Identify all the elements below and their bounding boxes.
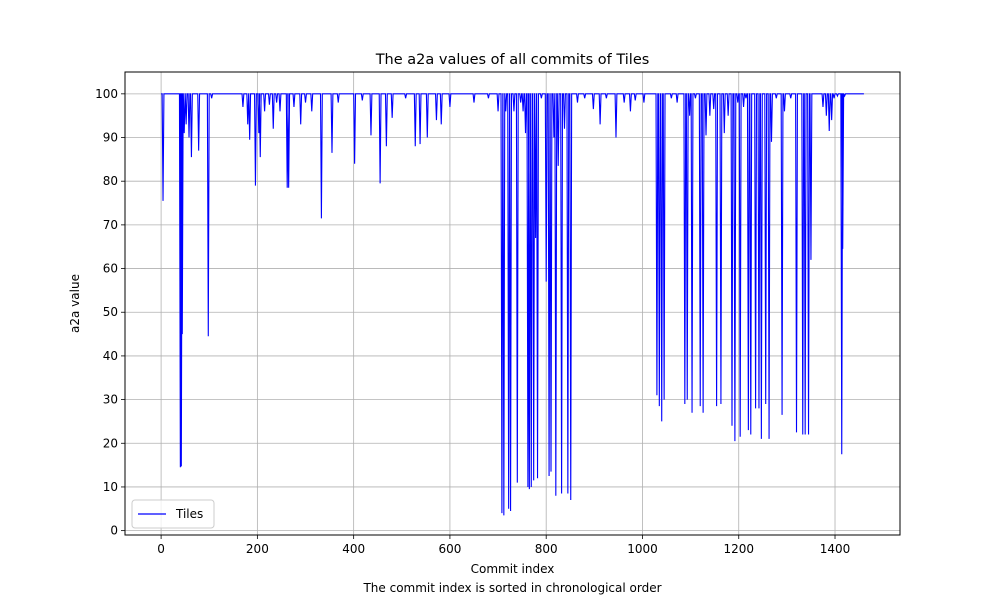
x-axis-label: Commit index <box>471 562 555 576</box>
y-tick-label: 60 <box>103 262 118 276</box>
x-tick-label: 1200 <box>723 542 754 556</box>
y-tick-label: 40 <box>103 349 118 363</box>
x-tick-label: 0 <box>157 542 165 556</box>
y-tick-label: 10 <box>103 480 118 494</box>
y-tick-label: 20 <box>103 436 118 450</box>
series-layer <box>161 93 864 516</box>
x-tick-label: 1000 <box>627 542 658 556</box>
y-tick-label: 30 <box>103 393 118 407</box>
x-axis-note: The commit index is sorted in chronologi… <box>362 581 661 595</box>
grid <box>125 72 900 535</box>
x-tick-label: 400 <box>342 542 365 556</box>
series-line-tiles <box>161 93 864 516</box>
legend-label-tiles: Tiles <box>175 507 203 521</box>
legend-box <box>131 499 215 529</box>
plot-frame <box>124 71 901 536</box>
y-tick-label: 100 <box>95 87 118 101</box>
y-tick-label: 80 <box>103 174 118 188</box>
x-tick-label: 800 <box>535 542 558 556</box>
y-tick-label: 70 <box>103 218 118 232</box>
x-tick-label: 600 <box>438 542 461 556</box>
y-axis-label: a2a value <box>68 274 82 333</box>
legend: Tiles <box>131 499 215 529</box>
x-axis: 0 200 400 600 800 1000 1200 1400 <box>157 535 850 556</box>
chart-title: The a2a values of all commits of Tiles <box>375 52 650 68</box>
x-tick-label: 1400 <box>820 542 851 556</box>
y-tick-label: 50 <box>103 305 118 319</box>
y-tick-label: 90 <box>103 131 118 145</box>
y-axis: 0 10 20 30 40 50 60 70 80 90 100 <box>95 87 125 538</box>
x-tick-label: 200 <box>246 542 269 556</box>
y-tick-label: 0 <box>110 524 118 538</box>
